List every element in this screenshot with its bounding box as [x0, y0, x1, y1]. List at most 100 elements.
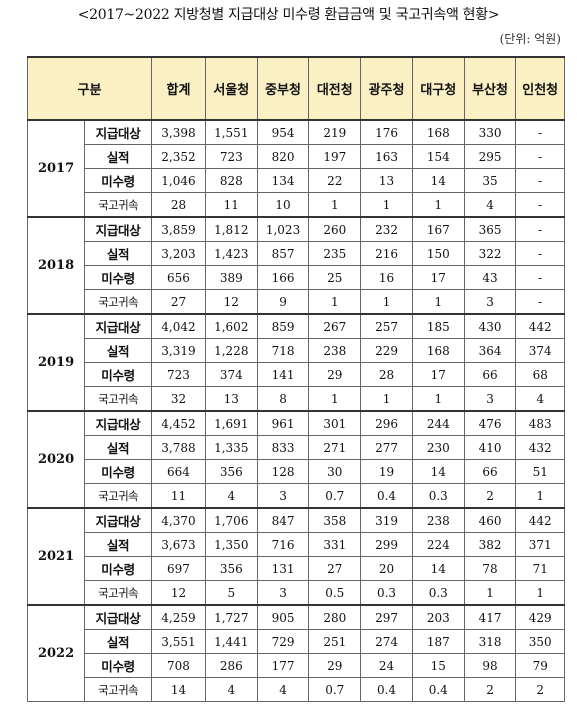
cell-busan: 1	[463, 580, 517, 606]
cell-gwangju: 257	[360, 313, 413, 339]
cell-incheon: -	[515, 144, 565, 169]
cell-incheon: -	[515, 192, 565, 218]
cell-seoul: 1,812	[204, 216, 258, 242]
cell-daegu: 0.3	[411, 580, 465, 606]
row-payment-target-label: 지급대상	[84, 119, 152, 145]
cell-total: 3,673	[151, 532, 206, 557]
cell-seoul: 1,691	[204, 410, 258, 436]
row-paid-label: 실적	[84, 241, 152, 266]
table-row: 실적 3,319 1,228 718 238 229 168 364 374	[28, 338, 565, 363]
row-paid-label: 실적	[84, 629, 152, 654]
cell-jungbu: 134	[256, 168, 310, 193]
cell-busan: 476	[463, 410, 517, 436]
cell-gwangju: 1	[360, 289, 413, 315]
year-cell: 2021	[26, 507, 86, 606]
cell-gwangju: 297	[360, 604, 413, 630]
header-incheon: 인천청	[515, 56, 565, 121]
cell-gwangju: 16	[360, 265, 413, 290]
table-row: 미수령 1,046 828 134 22 13 14 35-	[28, 168, 565, 193]
cell-busan: 417	[463, 604, 517, 630]
cell-seoul: 11	[204, 192, 258, 218]
table-row: 실적 2,352 723 820 197 163 154 295-	[28, 144, 565, 169]
header-seoul: 서울청	[204, 56, 258, 121]
cell-busan: 382	[463, 532, 517, 557]
cell-daejeon: 197	[308, 144, 362, 169]
cell-jungbu: 905	[256, 604, 310, 630]
row-paid-label: 실적	[84, 435, 152, 460]
cell-gwangju: 13	[360, 168, 413, 193]
row-reverted-label: 국고귀속	[84, 386, 152, 412]
cell-daejeon: 260	[308, 216, 362, 242]
cell-daejeon: 301	[308, 410, 362, 436]
cell-jungbu: 4	[256, 677, 310, 702]
cell-jungbu: 1,023	[256, 216, 310, 242]
cell-gwangju: 0.4	[360, 677, 413, 702]
cell-incheon: -	[515, 119, 565, 145]
cell-daegu: 15	[411, 653, 465, 678]
cell-incheon: 483	[515, 410, 565, 436]
cell-total: 664	[151, 459, 206, 484]
cell-incheon: 442	[515, 507, 565, 533]
cell-gwangju: 1	[360, 192, 413, 218]
cell-jungbu: 716	[256, 532, 310, 557]
cell-daegu: 14	[411, 168, 465, 193]
cell-seoul: 12	[204, 289, 258, 315]
cell-daejeon: 1	[308, 192, 362, 218]
cell-total: 3,319	[151, 338, 206, 363]
cell-daegu: 168	[411, 338, 465, 363]
row-unclaimed-label: 미수령	[84, 459, 152, 484]
cell-daegu: 168	[411, 119, 465, 145]
cell-seoul: 828	[204, 168, 258, 193]
cell-busan: 365	[463, 216, 517, 242]
cell-jungbu: 166	[256, 265, 310, 290]
cell-seoul: 1,423	[204, 241, 258, 266]
cell-seoul: 1,727	[204, 604, 258, 630]
table-row: 실적 3,673 1,350 716 331 299 224 382 371	[28, 532, 565, 557]
table-row: 2017 지급대상 3,398 1,551 954 219 176 168 330-	[26, 119, 565, 218]
cell-gwangju: 274	[360, 629, 413, 654]
cell-daejeon: 29	[308, 653, 362, 678]
cell-incheon: -	[515, 168, 565, 193]
cell-seoul: 356	[204, 459, 258, 484]
cell-daegu: 167	[411, 216, 465, 242]
cell-daejeon: 25	[308, 265, 362, 290]
table-row: 국고귀속 27 12 9 1 1 1 3-	[28, 289, 565, 315]
row-reverted-label: 국고귀속	[84, 677, 152, 702]
cell-daejeon: 280	[308, 604, 362, 630]
cell-busan: 43	[463, 265, 517, 290]
cell-daegu: 1	[411, 192, 465, 218]
cell-daegu: 1	[411, 289, 465, 315]
cell-jungbu: 3	[256, 483, 310, 509]
cell-daegu: 17	[411, 362, 465, 387]
header-busan: 부산청	[463, 56, 517, 121]
cell-jungbu: 961	[256, 410, 310, 436]
cell-seoul: 1,706	[204, 507, 258, 533]
cell-incheon: 2	[515, 677, 565, 702]
cell-gwangju: 277	[360, 435, 413, 460]
cell-jungbu: 729	[256, 629, 310, 654]
cell-jungbu: 177	[256, 653, 310, 678]
cell-busan: 2	[463, 483, 517, 509]
cell-gwangju: 232	[360, 216, 413, 242]
cell-jungbu: 859	[256, 313, 310, 339]
cell-daegu: 150	[411, 241, 465, 266]
cell-total: 3,398	[151, 119, 206, 145]
cell-busan: 295	[463, 144, 517, 169]
cell-busan: 3	[463, 289, 517, 315]
cell-daegu: 14	[411, 556, 465, 581]
cell-total: 4,452	[151, 410, 206, 436]
refund-status-table: 구분 합계 서울청 중부청 대전청 광주청 대구청 부산청 인천청 2017 지급…	[26, 56, 565, 702]
cell-incheon: -	[515, 289, 565, 315]
cell-gwangju: 19	[360, 459, 413, 484]
row-reverted-label: 국고귀속	[84, 192, 152, 218]
cell-seoul: 4	[204, 483, 258, 509]
cell-total: 3,551	[151, 629, 206, 654]
cell-daegu: 224	[411, 532, 465, 557]
cell-incheon: 1	[515, 483, 565, 509]
table-row: 2019 지급대상 4,042 1,602 859 267 257 185 430 442	[26, 313, 565, 412]
cell-seoul: 723	[204, 144, 258, 169]
row-payment-target-label: 지급대상	[84, 507, 152, 533]
table-row: 국고귀속 32 13 8 1 1 1 3 4	[28, 386, 565, 412]
cell-busan: 322	[463, 241, 517, 266]
cell-daegu: 14	[411, 459, 465, 484]
